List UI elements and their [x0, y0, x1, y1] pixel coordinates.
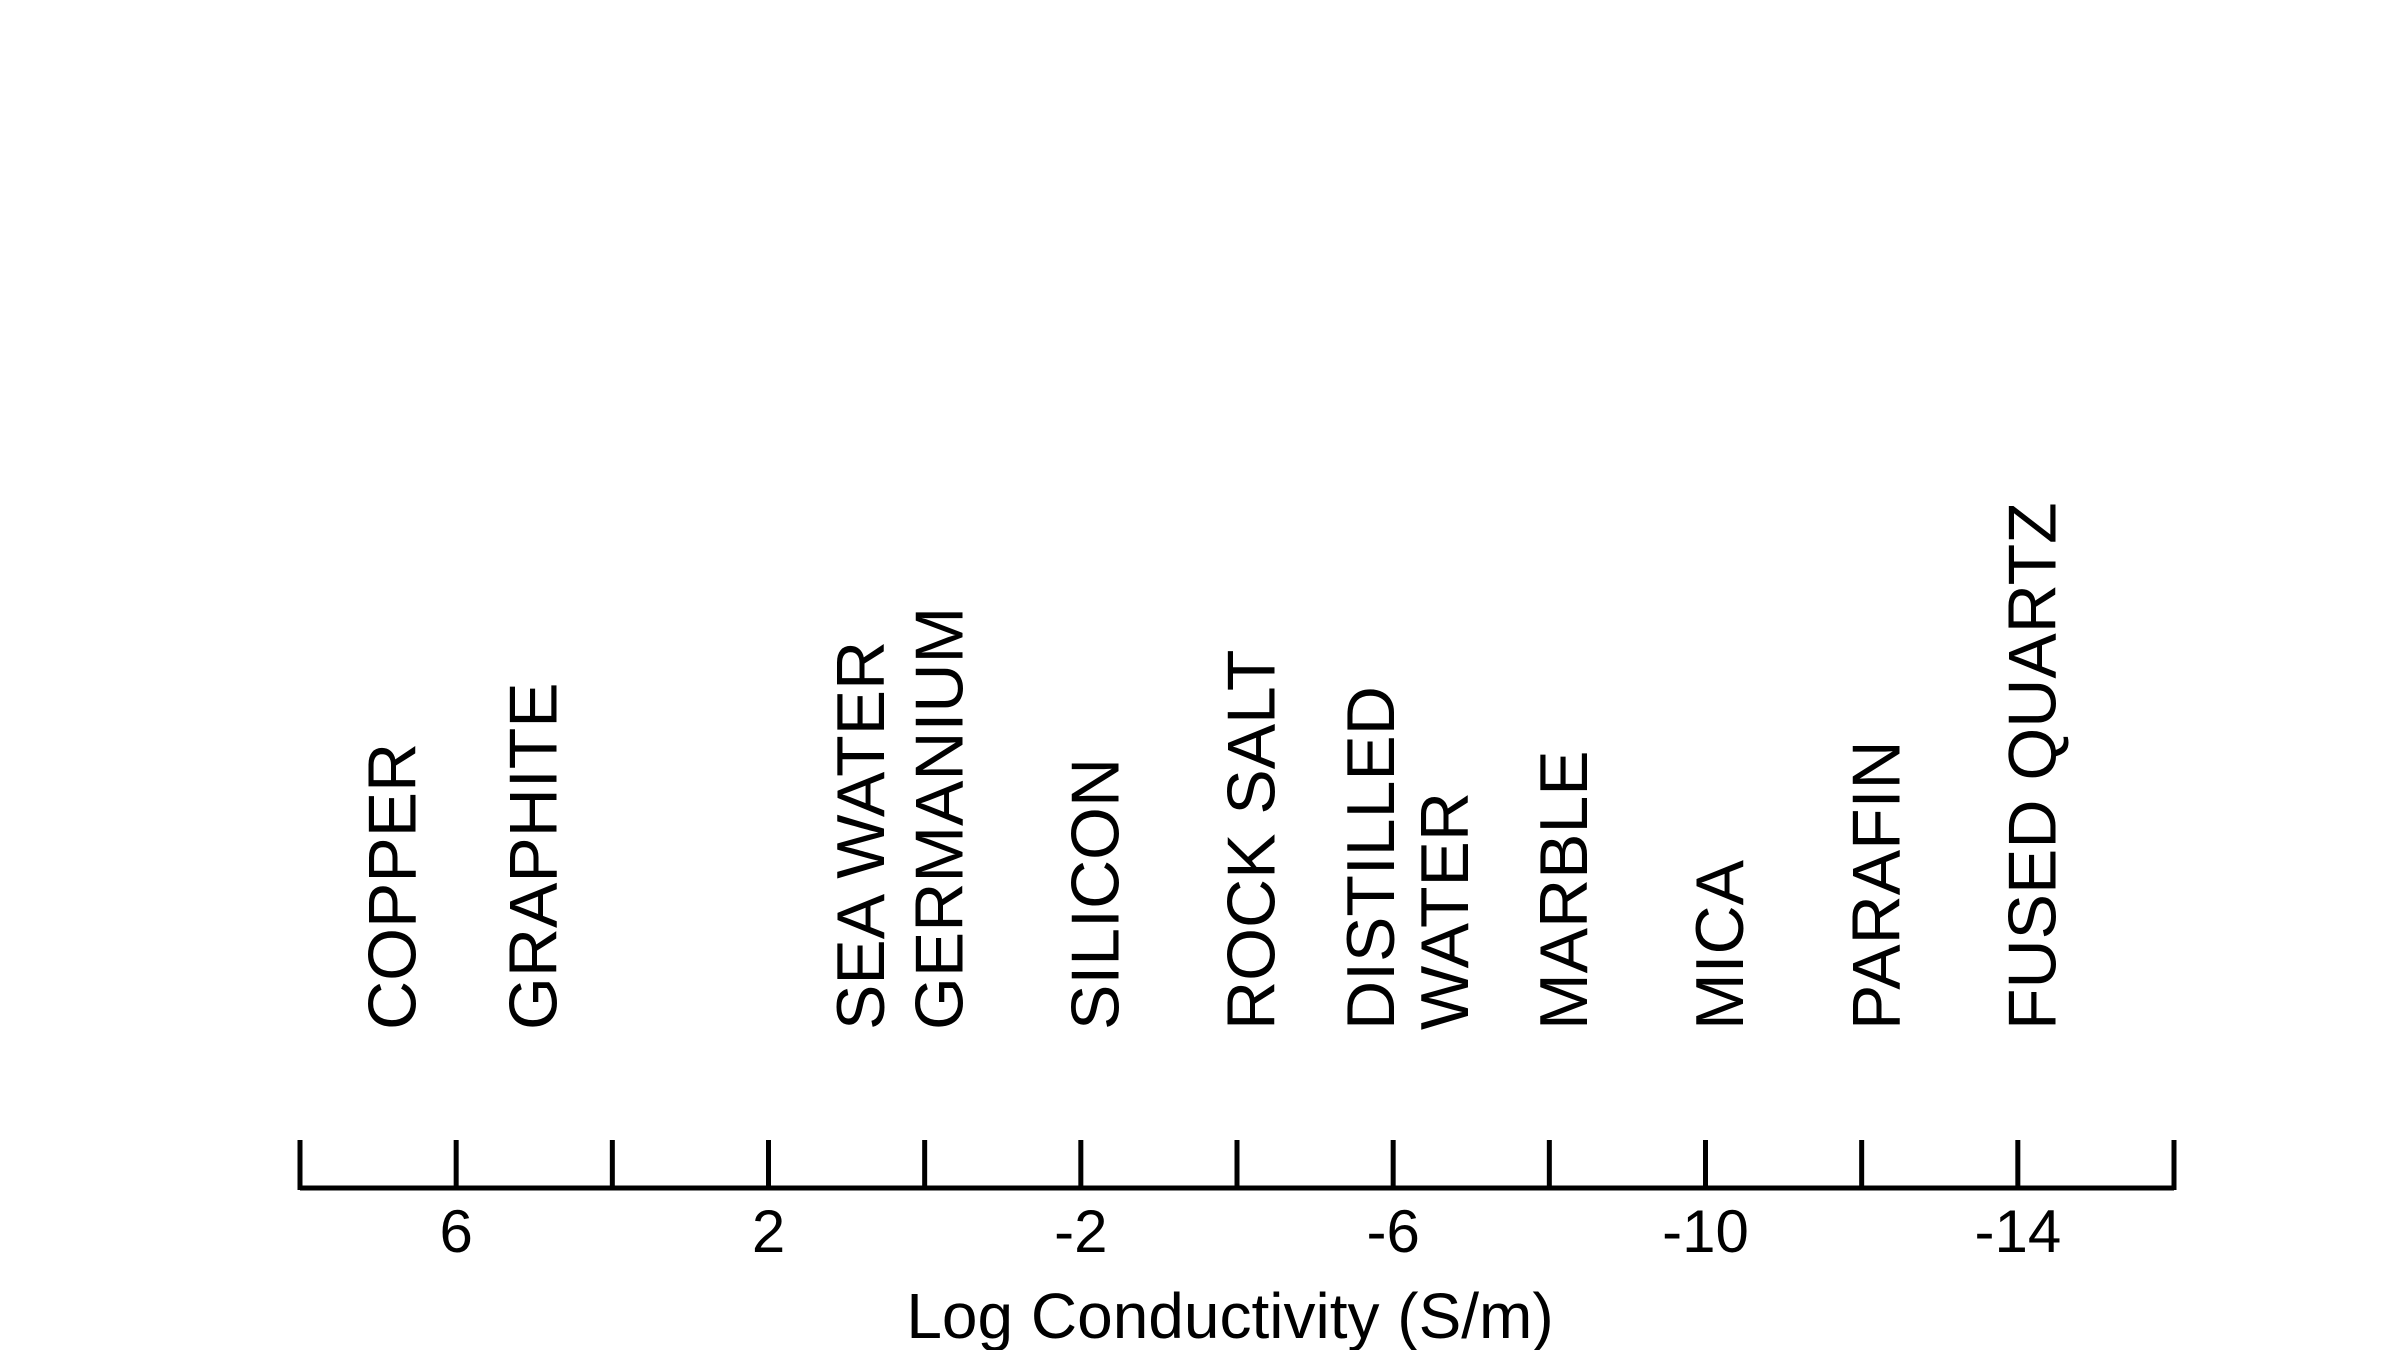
material-label: SILICON: [1057, 758, 1133, 1030]
tick-label: -10: [1662, 1198, 1749, 1265]
tick-label: -2: [1054, 1198, 1107, 1265]
material-label: PARAFIN: [1838, 740, 1914, 1030]
material-labels: COPPER GRAPHITE SEA WATER GERMANIUM SILICON R…: [355, 502, 2071, 1030]
conductivity-axis: 6 2 -2 -6 -10 -14: [297, 1140, 2177, 1265]
material-label-group: COPPER: [355, 743, 431, 1030]
material-label-group: GERMANIUM: [901, 607, 977, 1030]
material-label-group: ROCK SALT: [1214, 650, 1290, 1030]
material-label: GRAPHITE: [495, 682, 571, 1030]
material-label: GERMANIUM: [901, 607, 977, 1030]
material-label: SEA WATER: [823, 641, 899, 1030]
axis-ticks: [297, 1140, 2177, 1190]
material-label: WATER: [1407, 792, 1483, 1030]
material-label: MICA: [1682, 859, 1758, 1030]
tick-label: -14: [1974, 1198, 2061, 1265]
material-label: COPPER: [355, 743, 431, 1030]
material-label-group: MARBLE: [1526, 750, 1602, 1030]
material-label: FUSED QUARTZ: [1994, 502, 2070, 1030]
material-label-group: SEA WATER: [823, 641, 899, 1030]
material-label: DISTILLED: [1333, 686, 1409, 1030]
material-label-group: FUSED QUARTZ: [1994, 502, 2070, 1030]
material-label: ROCK SALT: [1214, 650, 1290, 1030]
tick-label: -6: [1366, 1198, 1419, 1265]
material-label-group: SILICON: [1057, 758, 1133, 1030]
material-label-group: PARAFIN: [1838, 740, 1914, 1030]
axis-tick-labels: 6 2 -2 -6 -10 -14: [439, 1198, 2061, 1265]
material-label: MARBLE: [1526, 750, 1602, 1030]
material-label-group: MICA: [1682, 859, 1758, 1030]
tick-label: 2: [752, 1198, 785, 1265]
axis-title: Log Conductivity (S/m): [906, 1280, 1553, 1350]
tick-label: 6: [439, 1198, 472, 1265]
material-label-group: GRAPHITE: [495, 682, 571, 1030]
